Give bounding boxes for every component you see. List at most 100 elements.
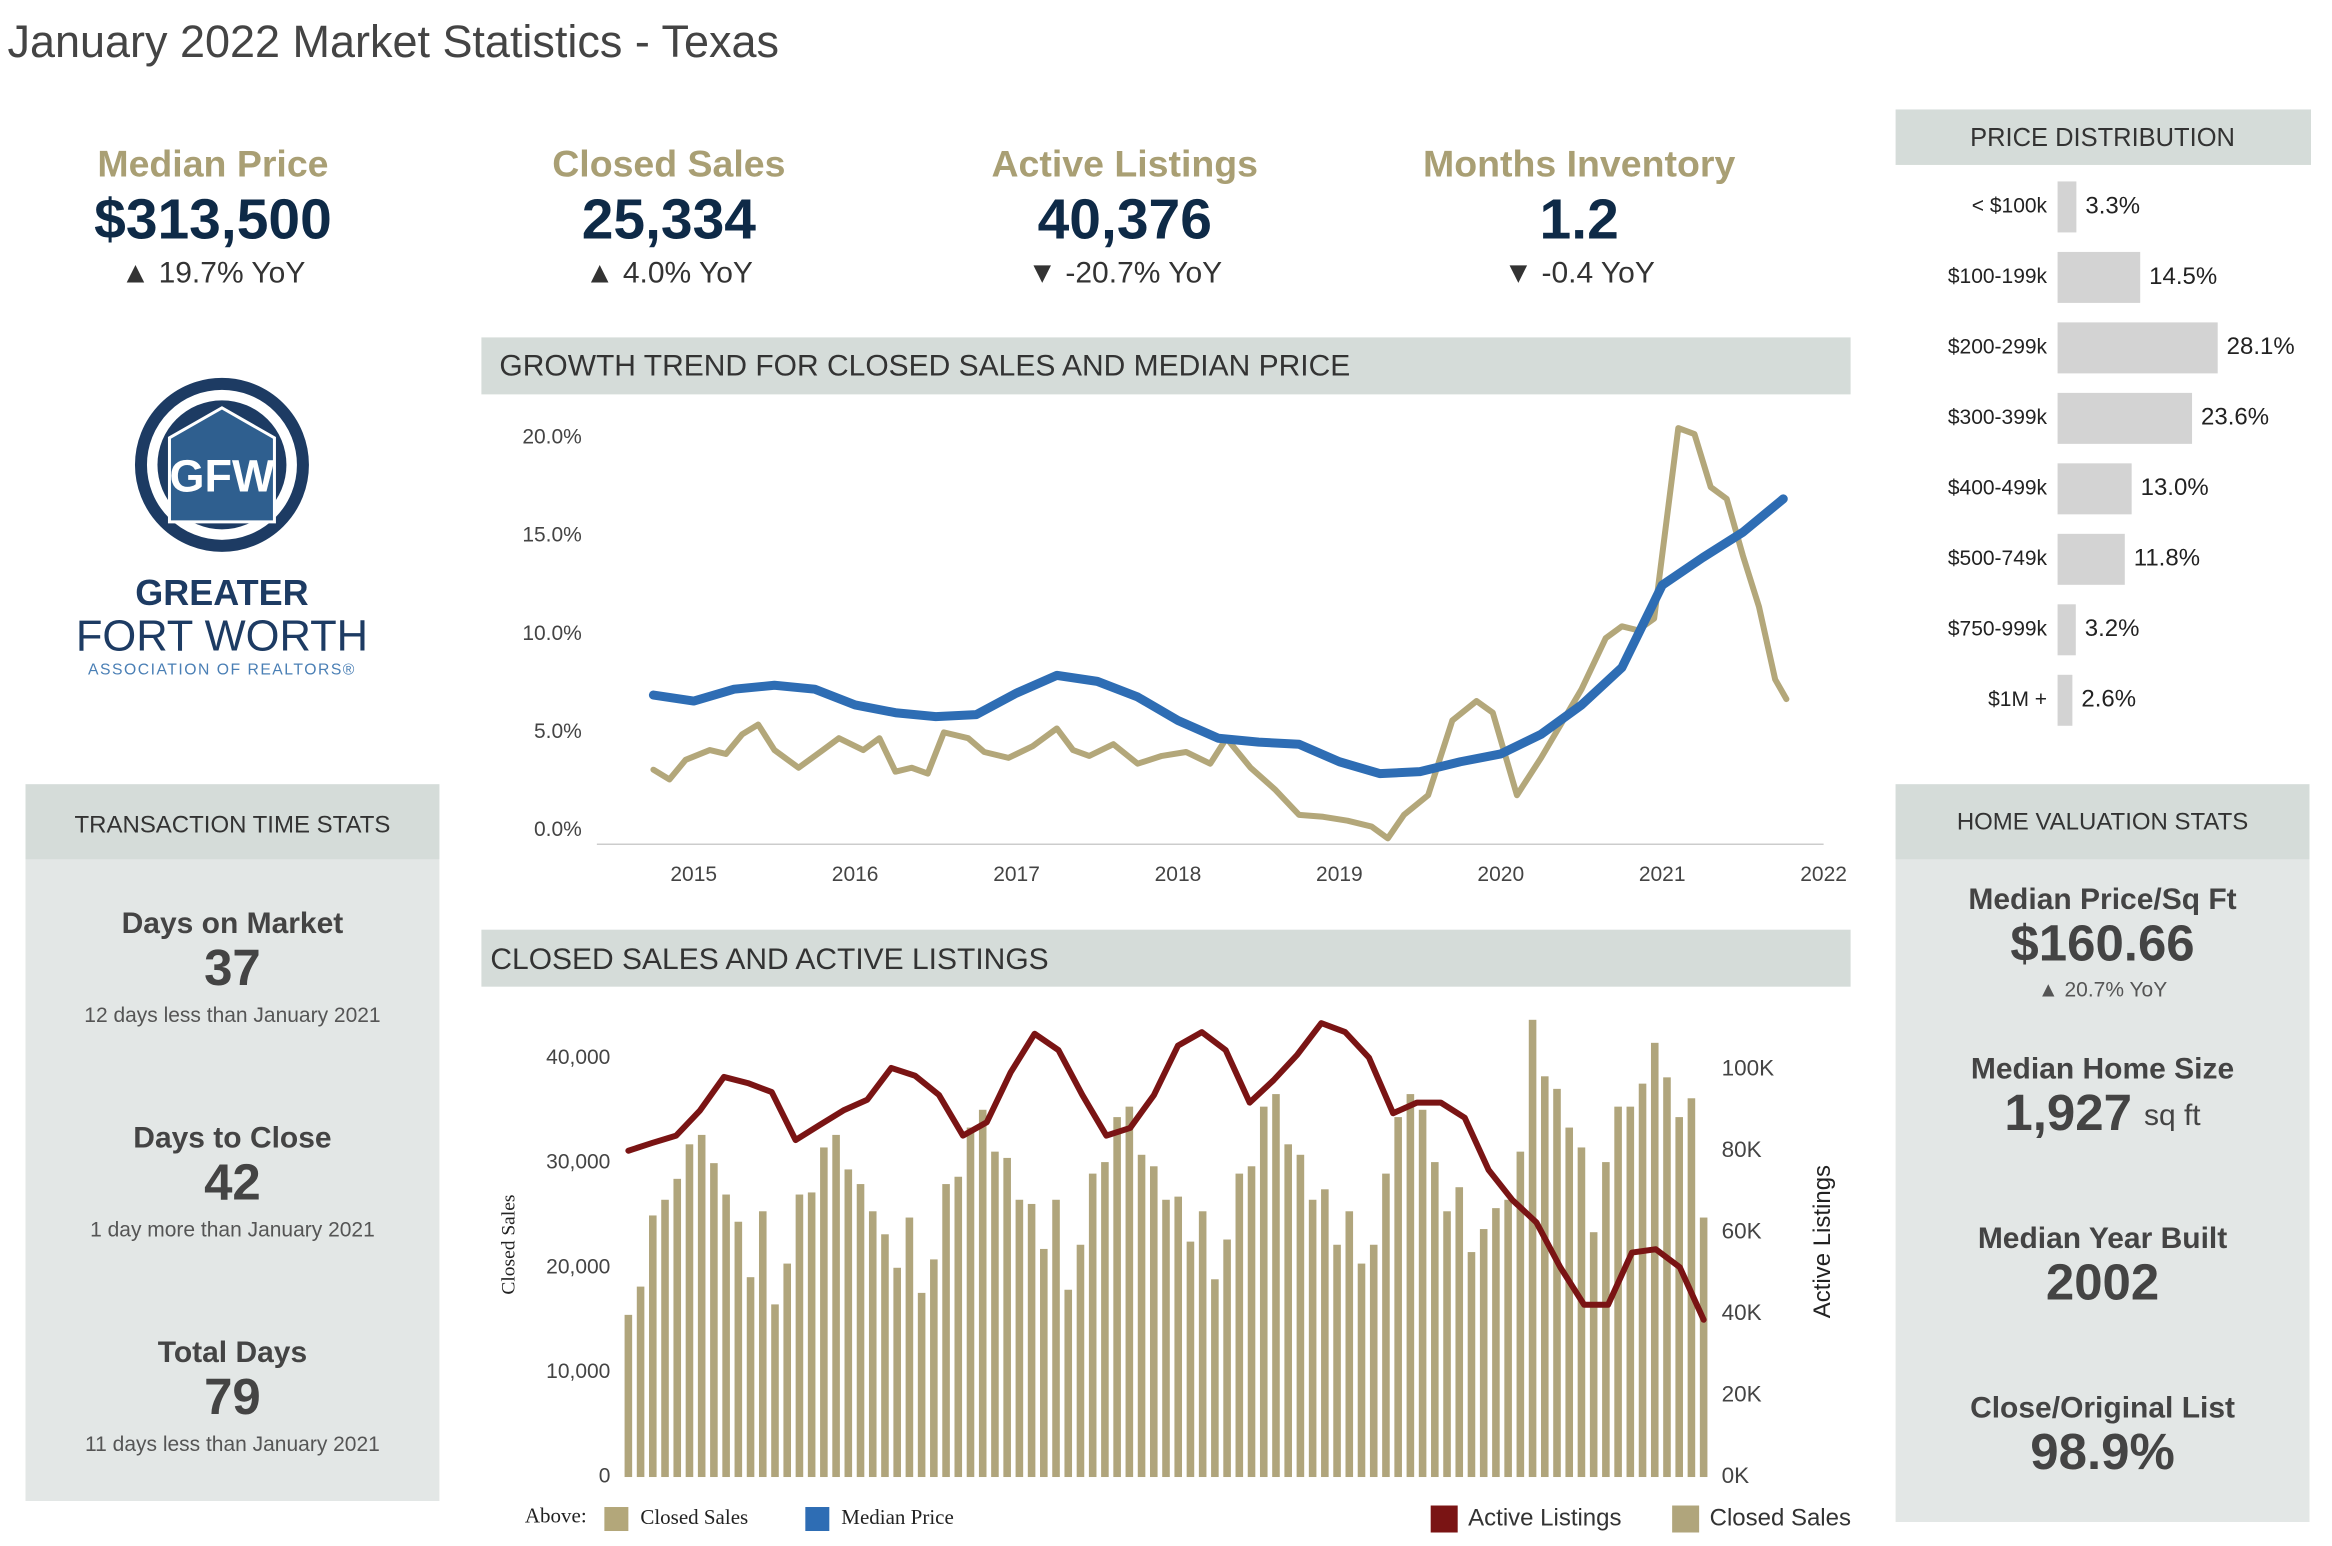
kpi-change: ▲ 19.7% YoY [121, 256, 306, 289]
bar [1015, 1199, 1024, 1478]
bar [1492, 1208, 1500, 1478]
y-tick-label: 30,000 [546, 1151, 610, 1174]
bar [832, 1134, 840, 1478]
stat-value: 98.9% [2030, 1423, 2175, 1480]
stat-value-number: 98.9% [2030, 1423, 2175, 1480]
bar [1296, 1154, 1305, 1478]
stat-label: Median Home Size [1971, 1053, 2234, 1086]
bar [868, 1211, 877, 1478]
bar [1272, 1094, 1280, 1478]
bar [1321, 1189, 1329, 1478]
bar [1443, 1211, 1451, 1478]
legend-label: Median Price [841, 1505, 953, 1529]
panel-header [1895, 109, 2312, 165]
bar [1198, 1211, 1207, 1478]
bar [746, 1277, 755, 1478]
stat-label: Total Days [158, 1336, 307, 1369]
x-tick-label: 2018 [1155, 863, 1202, 886]
category-label: < $100k [1972, 194, 2048, 217]
legend-label: Closed Sales [1710, 1504, 1851, 1531]
bar [856, 1184, 865, 1478]
stat-note: 1 day more than January 2021 [90, 1219, 375, 1242]
bar [771, 1304, 779, 1478]
stat-label: Median Year Built [1978, 1222, 2227, 1255]
x-tick-label: 2020 [1477, 863, 1524, 886]
stat-note: 11 days less than January 2021 [85, 1433, 380, 1456]
bar [685, 1144, 694, 1478]
bar [1064, 1289, 1073, 1478]
y-tick-label: 10,000 [546, 1360, 610, 1383]
bar [1382, 1173, 1390, 1478]
line [650, 425, 1790, 842]
y2-axis-label: Active Listings [1809, 1165, 1836, 1318]
stat-value: 2002 [2046, 1254, 2159, 1311]
bar [783, 1263, 791, 1478]
legend-swatch [1430, 1505, 1458, 1533]
y-tick-label: 0 [599, 1465, 611, 1488]
bar [1553, 1088, 1561, 1478]
value-label: 3.2% [2085, 615, 2140, 642]
bar [1589, 1232, 1598, 1478]
bar [917, 1292, 926, 1478]
bar [1113, 1117, 1121, 1478]
category-label: $750-999k [1948, 617, 2048, 640]
kpi-value: $313,500 [94, 187, 332, 251]
bar [1040, 1248, 1048, 1478]
bar [978, 1109, 987, 1478]
bar [1076, 1244, 1085, 1478]
panel-title: PRICE DISTRIBUTION [1970, 124, 2235, 152]
stat-label: Days to Close [133, 1122, 331, 1155]
bar [1211, 1279, 1219, 1478]
y-axis-label: Closed Sales [498, 1195, 519, 1295]
bar [2057, 463, 2132, 515]
category-label: $200-299k [1948, 335, 2048, 358]
bar [930, 1259, 938, 1478]
value-label: 23.6% [2201, 404, 2269, 431]
bar [942, 1184, 950, 1478]
y2-tick-label: 100K [1722, 1056, 1775, 1081]
kpi-value: 1.2 [1540, 187, 1619, 251]
bar [1565, 1127, 1574, 1478]
category-label: $100-199k [1948, 265, 2048, 288]
chart-header [481, 929, 1851, 987]
bar [1504, 1199, 1512, 1478]
chart-title: CLOSED SALES AND ACTIVE LISTINGS [490, 943, 1048, 976]
bar [649, 1215, 657, 1478]
bar [1699, 1217, 1708, 1478]
legend-swatch [604, 1507, 629, 1532]
bar [2057, 181, 2077, 233]
kpi-change: ▲ 4.0% YoY [585, 256, 753, 289]
bar [2057, 392, 2193, 444]
bar [807, 1192, 816, 1478]
kpi-label: Median Price [97, 142, 328, 184]
kpi-label: Closed Sales [552, 142, 785, 184]
kpi-label: Months Inventory [1423, 142, 1735, 184]
y-tick-label: 5.0% [534, 720, 582, 743]
logo-line: GREATER [135, 572, 308, 613]
category-label: $400-499k [1948, 476, 2048, 499]
logo-mark: GFW [170, 451, 275, 502]
bar [893, 1267, 901, 1478]
value-label: 3.3% [2085, 192, 2140, 219]
bar [734, 1221, 743, 1478]
bar [1125, 1106, 1134, 1478]
bar [1602, 1162, 1610, 1478]
bar [1479, 1229, 1488, 1478]
kpi-value: 25,334 [582, 187, 757, 251]
bar [2057, 322, 2218, 374]
y-tick-label: 0.0% [534, 818, 582, 841]
y2-tick-label: 80K [1722, 1137, 1762, 1162]
bar [1577, 1147, 1586, 1478]
category-label: $500-749k [1948, 547, 2048, 570]
legend-label: Above: [525, 1503, 587, 1527]
stat-value-number: $160.66 [2010, 915, 2194, 972]
bar [1333, 1244, 1341, 1478]
bar [1027, 1203, 1036, 1478]
bar [636, 1286, 645, 1478]
panel-header [1895, 784, 2310, 860]
logo-house [167, 406, 276, 524]
bar [1431, 1162, 1439, 1478]
bar [844, 1169, 853, 1478]
bar [954, 1176, 963, 1478]
